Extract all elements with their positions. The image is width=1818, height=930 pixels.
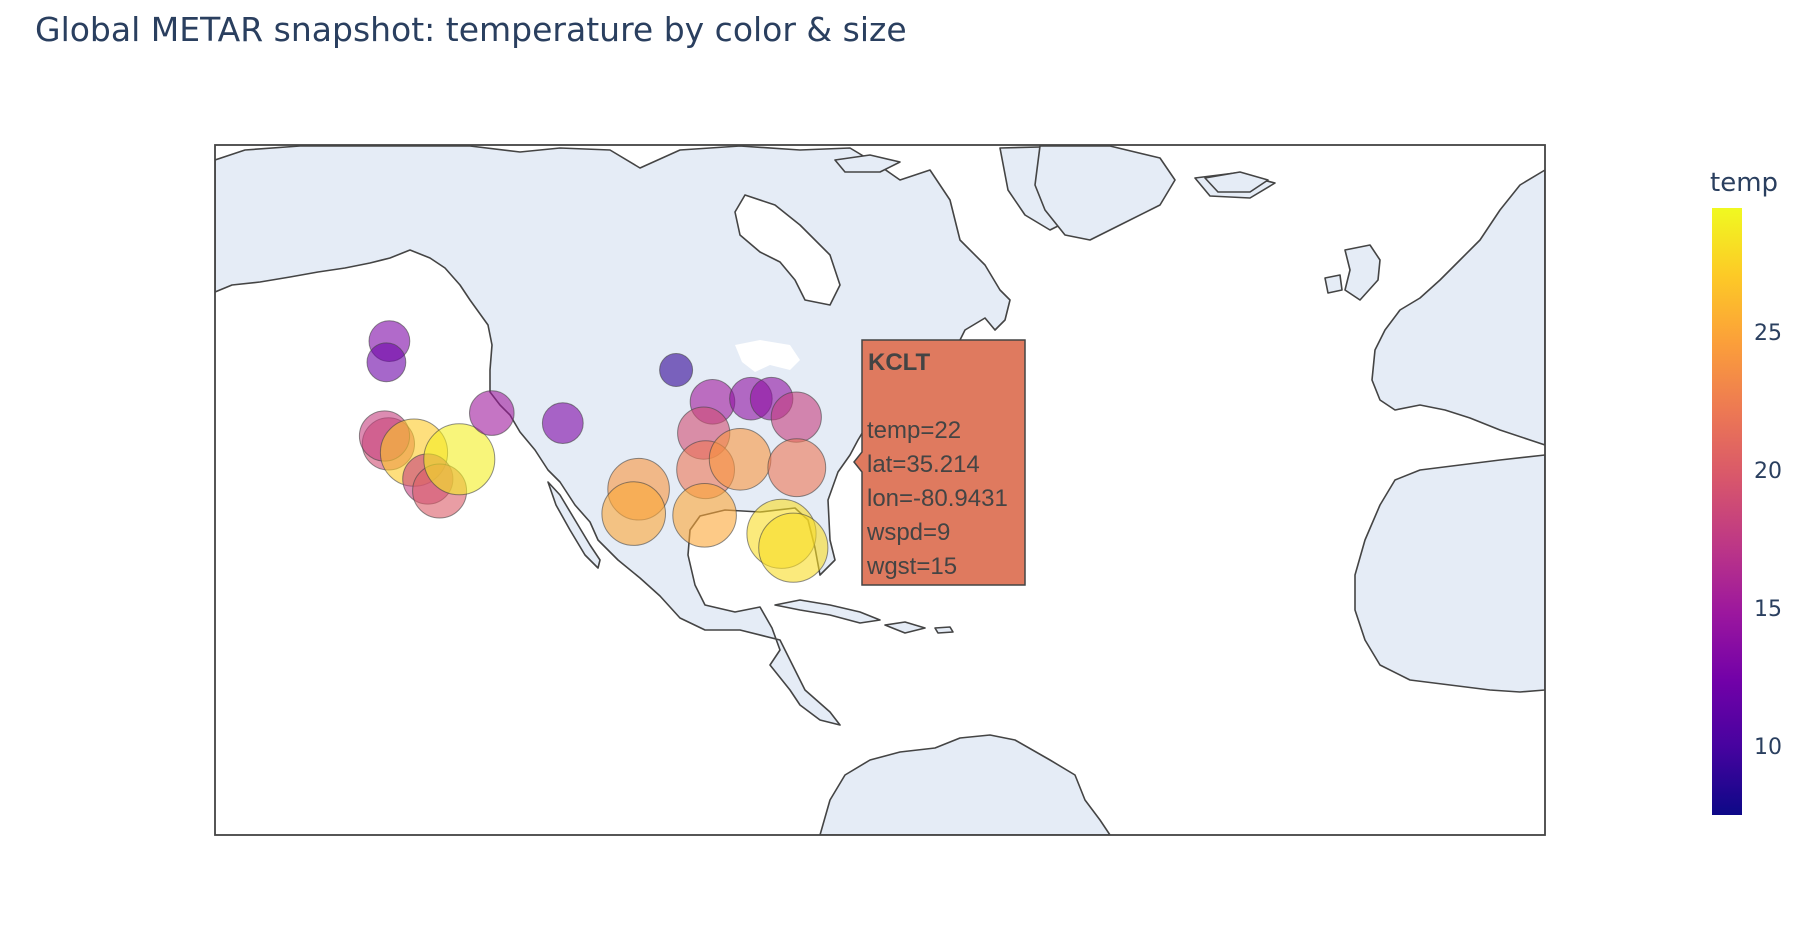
station-marker[interactable]	[659, 353, 694, 387]
land-europe	[1371, 169, 1545, 446]
hover-tooltip: KCLT temp=22 lat=35.214 lon=-80.9431 wsp…	[853, 339, 1026, 586]
chart-title: Global METAR snapshot: temperature by co…	[35, 10, 907, 49]
colorbar-tick-label: 10	[1754, 735, 1782, 760]
tooltip-line: temp=22	[867, 417, 961, 444]
colorbar-title: temp	[1710, 168, 1778, 198]
station-marker[interactable]	[423, 423, 496, 496]
station-marker[interactable]	[601, 481, 667, 546]
colorbar: temp 10 15 20 25	[1710, 168, 1782, 815]
station-marker[interactable]	[758, 512, 829, 583]
station-marker[interactable]	[767, 438, 827, 498]
station-marker[interactable]	[469, 390, 515, 436]
land-iceland	[1204, 171, 1269, 193]
colorbar-ticks: 10 15 20 25	[1754, 321, 1782, 760]
tooltip-line: lat=35.214	[867, 451, 980, 478]
land-cuba	[774, 599, 881, 624]
colorbar-tick-label: 25	[1754, 321, 1782, 346]
land-africa	[1354, 454, 1545, 693]
hudson-bay	[734, 194, 841, 306]
station-marker[interactable]	[770, 391, 822, 443]
tooltip-line: wgst=15	[866, 553, 957, 580]
station-marker[interactable]	[541, 402, 584, 445]
tooltip-line: wspd=9	[866, 519, 950, 546]
marker-layer	[358, 320, 829, 583]
tooltip-line: lon=-80.9431	[867, 485, 1008, 512]
tooltip-box	[853, 339, 1026, 586]
map-frame	[214, 144, 1546, 836]
station-marker[interactable]	[672, 483, 737, 548]
map-land	[215, 145, 1545, 835]
land-greenland	[1034, 145, 1176, 241]
colorbar-tick-label: 15	[1754, 597, 1782, 622]
colorbar-gradient	[1712, 208, 1742, 815]
great-lakes	[735, 340, 800, 372]
land-baja	[547, 481, 601, 569]
station-marker[interactable]	[366, 342, 407, 383]
station-marker[interactable]	[708, 428, 772, 491]
land-south-america	[819, 734, 1111, 835]
tooltip-station: KCLT	[868, 349, 931, 376]
colorbar-tick-label: 20	[1754, 459, 1782, 484]
